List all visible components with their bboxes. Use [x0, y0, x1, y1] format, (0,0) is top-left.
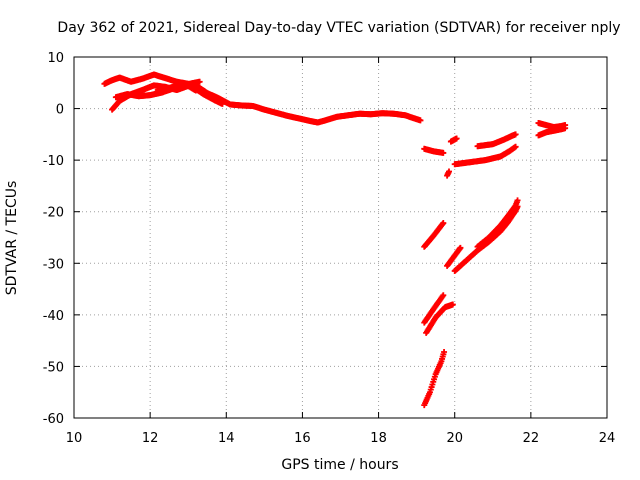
series-arc-5 [421, 145, 447, 156]
series-arc-7 [447, 135, 460, 145]
data-point [457, 244, 464, 251]
data-point [219, 100, 226, 107]
axis-ticks [73, 56, 608, 419]
y-tick-label: -50 [43, 360, 64, 375]
x-tick-label: 10 [66, 431, 83, 446]
x-tick-label: 12 [142, 431, 159, 446]
y-tick-label: -30 [43, 257, 64, 272]
data-point [446, 168, 453, 175]
axis-tick-labels: 10 12 14 16 18 20 22 24 -60 -50 -40 -30 -20 -10 0 10 [43, 51, 616, 446]
data-point [562, 122, 569, 129]
series-arc-6 [444, 168, 453, 179]
x-axis-label: GPS time / hours [281, 457, 398, 473]
y-axis-label: SDTVAR / TECUs [4, 181, 20, 296]
series-arc-4 [154, 81, 226, 107]
data-point [449, 301, 456, 308]
data-point [417, 117, 424, 124]
plot-frame [73, 56, 608, 419]
y-tick-label: -10 [43, 154, 64, 169]
data-point [441, 348, 448, 355]
series-arc-13 [421, 292, 447, 326]
series-arc-12 [421, 220, 447, 250]
series-arc-16 [444, 244, 464, 269]
series-arc-9 [474, 131, 519, 150]
x-tick-label: 18 [370, 431, 387, 446]
chart-title: Day 362 of 2021, Sidereal Day-to-day VTE… [57, 20, 620, 36]
grid-lines [74, 57, 607, 418]
y-tick-label: -40 [43, 309, 64, 324]
data-series [101, 71, 569, 409]
data-point [453, 135, 460, 142]
data-point [512, 143, 519, 150]
x-tick-label: 20 [446, 431, 463, 446]
x-tick-label: 24 [599, 431, 616, 446]
data-point [440, 220, 447, 227]
data-point [512, 131, 519, 138]
series-arc-11 [535, 120, 569, 131]
y-tick-label: -60 [43, 412, 64, 427]
series-arc-8 [451, 143, 519, 168]
y-tick-label: 10 [47, 51, 64, 66]
x-tick-label: 22 [523, 431, 540, 446]
data-point [196, 78, 203, 85]
data-point [514, 197, 521, 204]
x-tick-label: 14 [218, 431, 235, 446]
x-tick-label: 16 [294, 431, 311, 446]
series-arc-10 [535, 125, 569, 139]
series-arc-15 [421, 348, 448, 409]
series-arc-14 [423, 301, 456, 336]
data-point [440, 292, 447, 299]
data-point [440, 149, 447, 156]
series-arc-18 [474, 197, 521, 250]
y-tick-label: -20 [43, 206, 64, 221]
y-tick-label: 0 [56, 103, 64, 118]
